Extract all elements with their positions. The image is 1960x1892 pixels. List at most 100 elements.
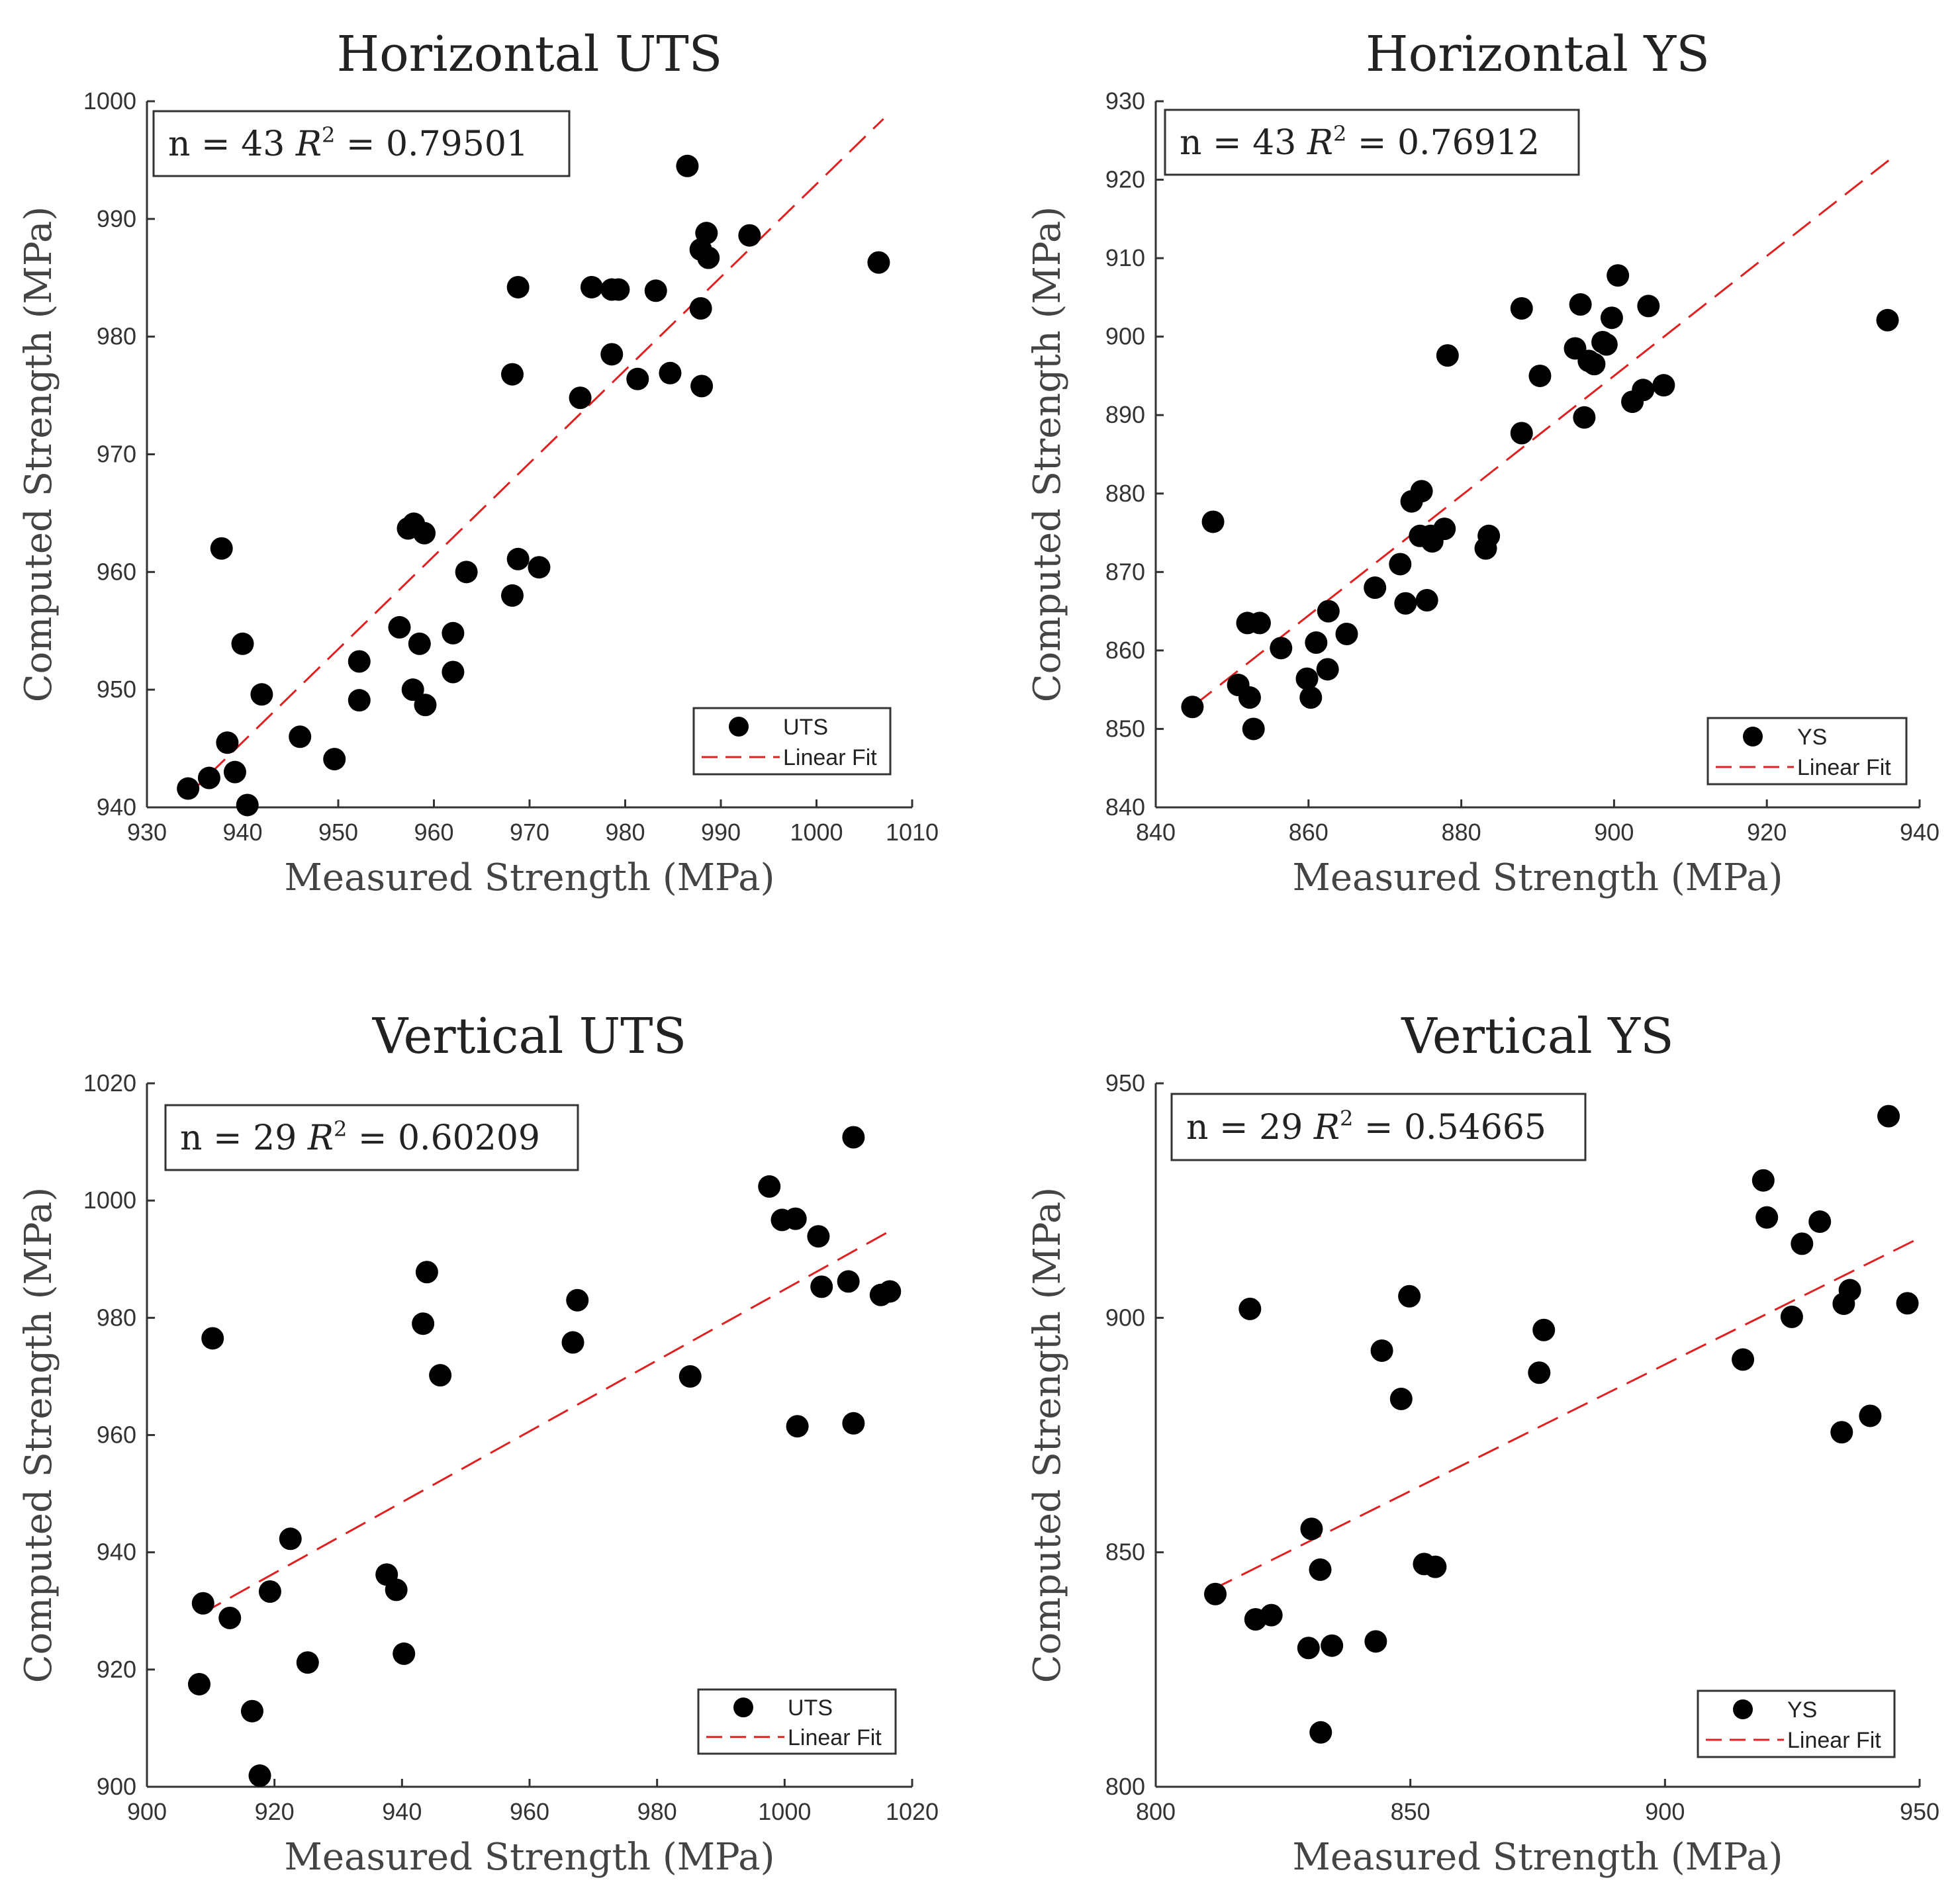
data-point: [1732, 1348, 1755, 1371]
x-tick-label: 1000: [758, 1798, 811, 1825]
data-point: [1295, 667, 1319, 690]
y-tick-label: 860: [1105, 637, 1145, 664]
data-point: [1510, 422, 1533, 445]
data-point: [807, 1225, 830, 1248]
sample-count: n = 29: [1186, 1108, 1314, 1148]
data-point: [1607, 264, 1630, 287]
y-tick-label: 850: [1105, 715, 1145, 742]
data-point: [837, 1270, 860, 1293]
data-point: [1415, 589, 1438, 612]
sample-count: n = 43: [168, 124, 296, 164]
data-point: [1528, 1361, 1551, 1384]
data-point: [442, 621, 465, 645]
stats-box: [1164, 109, 1580, 176]
y-tick-label: 800: [1105, 1773, 1145, 1800]
data-point: [695, 222, 718, 245]
data-point: [1532, 1318, 1556, 1341]
y-tick-label: 930: [1105, 87, 1145, 114]
stats-box: [164, 1104, 579, 1171]
stats-box: [152, 110, 571, 177]
data-point: [786, 1415, 809, 1438]
data-point: [388, 615, 411, 639]
data-point: [1394, 592, 1417, 615]
y-tick-label: 890: [1105, 401, 1145, 428]
legend-box: [692, 707, 892, 776]
data-point: [842, 1412, 865, 1435]
y-tick-label: 920: [97, 1656, 136, 1683]
y-tick-label: 1000: [83, 87, 136, 114]
data-point: [1270, 637, 1293, 660]
y-tick-label: 950: [97, 676, 136, 703]
data-point: [1600, 306, 1623, 330]
stats-text: n = 43 R2 = 0.76912: [1180, 121, 1540, 163]
legend-fit-label: Linear Fit: [788, 1725, 882, 1750]
data-point: [385, 1578, 408, 1601]
data-point: [566, 1288, 589, 1312]
data-point: [697, 246, 720, 269]
linear-fit-line: [201, 1232, 888, 1615]
data-point: [1242, 717, 1265, 741]
data-point: [236, 793, 259, 817]
data-point: [626, 367, 649, 390]
data-point: [1652, 374, 1675, 397]
data-point: [231, 632, 254, 655]
data-point: [644, 279, 667, 302]
data-point: [223, 760, 246, 784]
data-point: [1424, 1555, 1447, 1578]
data-point: [289, 725, 312, 748]
linear-fit-line: [1193, 159, 1890, 707]
data-point: [1321, 1634, 1344, 1657]
r-squared-value: = 0.60209: [347, 1118, 540, 1158]
y-tick-label: 940: [97, 793, 136, 821]
data-point: [528, 556, 551, 579]
data-point: [1309, 1721, 1332, 1744]
data-point: [1309, 1558, 1332, 1581]
data-point: [442, 660, 465, 684]
data-point: [429, 1364, 452, 1387]
y-tick-label: 970: [97, 441, 136, 468]
stats-text: n = 29 R2 = 0.60209: [180, 1116, 540, 1158]
data-point: [279, 1527, 302, 1551]
y-axis-label: Computed Strength (MPa): [1026, 1187, 1069, 1684]
y-tick-label: 900: [97, 1773, 136, 1800]
y-tick-label: 850: [1105, 1539, 1145, 1566]
y-tick-label: 1000: [83, 1187, 136, 1214]
y-tick-label: 910: [1105, 244, 1145, 271]
y-tick-label: 900: [1105, 1304, 1145, 1331]
data-point: [1808, 1210, 1832, 1234]
legend: YS Linear Fit: [1697, 1689, 1896, 1758]
legend-marker: [1733, 1699, 1753, 1719]
data-point: [191, 1592, 214, 1615]
data-point: [248, 1764, 271, 1787]
data-point: [1238, 1297, 1262, 1320]
y-tick-label: 990: [97, 205, 136, 232]
y-axis-label: Computed Strength (MPa): [17, 206, 60, 703]
y-tick-label: 920: [1105, 166, 1145, 193]
r-squared-symbol: R: [295, 124, 322, 164]
y-tick-label: 840: [1105, 793, 1145, 821]
x-tick-label: 940: [222, 819, 262, 846]
data-point: [758, 1175, 781, 1198]
data-point: [1389, 553, 1412, 576]
data-point: [1876, 308, 1899, 332]
legend-fit-label: Linear Fit: [1787, 1728, 1881, 1753]
r-squared-symbol: R: [1307, 123, 1333, 163]
r-squared-power: 2: [322, 122, 335, 148]
y-axis-label: Computed Strength (MPa): [17, 1187, 60, 1684]
legend-series-label: YS: [1787, 1697, 1817, 1723]
data-point: [413, 521, 436, 545]
data-point: [348, 650, 371, 673]
data-point: [1780, 1305, 1803, 1328]
r-squared-symbol: R: [1313, 1108, 1340, 1148]
legend-box: [1697, 1689, 1896, 1758]
y-tick-label: 980: [97, 323, 136, 350]
stats-box: [1170, 1093, 1587, 1161]
data-point: [1316, 658, 1339, 681]
x-tick-label: 880: [1442, 819, 1481, 846]
data-point: [401, 678, 424, 701]
data-point: [1335, 622, 1358, 645]
sample-count: n = 29: [180, 1118, 308, 1158]
x-tick-label: 980: [637, 1798, 677, 1825]
